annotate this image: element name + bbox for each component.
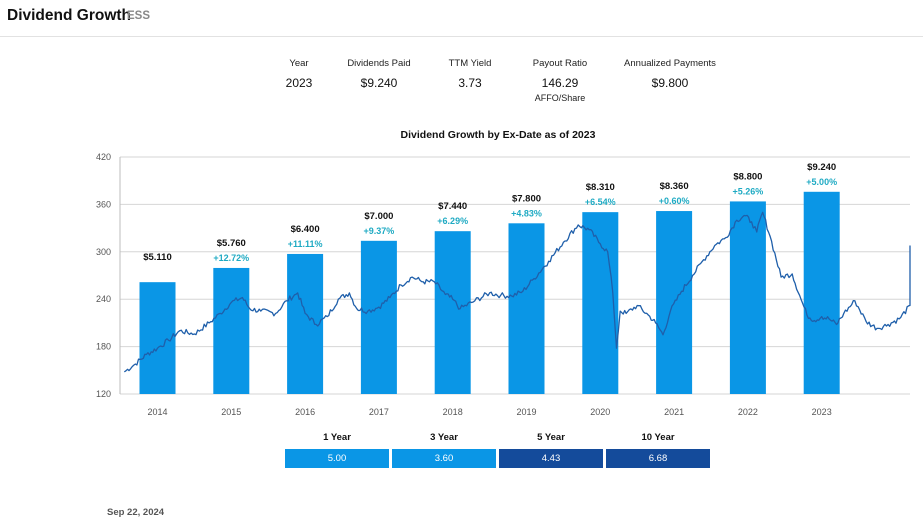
dividend-growth-chart: Dividend Growth by Ex-Date as of 2023 $5… xyxy=(96,129,911,417)
bar-growth-label-2019: +4.83% xyxy=(511,208,542,218)
bar-2019 xyxy=(508,223,545,394)
bar-growth-label-2016: +11.11% xyxy=(288,239,323,249)
stat-dividends-paid-label: Dividends Paid xyxy=(347,58,411,69)
bar-value-label-2014: $5.110 xyxy=(143,252,172,263)
cagr-label-10y: 10 Year xyxy=(641,432,675,443)
stat-ttm-yield-value: 3.73 xyxy=(458,76,482,90)
bar-2018 xyxy=(434,231,471,394)
bar-2015 xyxy=(213,267,250,394)
cagr-label-1y: 1 Year xyxy=(323,432,351,443)
x-tick-2022: 2022 xyxy=(738,407,758,417)
x-tick-2021: 2021 xyxy=(664,407,684,417)
stat-payout-ratio: Payout Ratio 146.29 AFFO/Share xyxy=(515,58,605,103)
bar-growth-label-2020: +6.54% xyxy=(585,197,616,207)
stat-year-label: Year xyxy=(289,58,309,69)
x-tick-2015: 2015 xyxy=(221,407,241,417)
bar-value-label-2023: $9.240 xyxy=(807,162,836,173)
cagr-label-5y: 5 Year xyxy=(537,432,565,443)
page-title: Dividend Growth xyxy=(7,7,131,24)
bar-2014 xyxy=(139,282,176,394)
x-tick-2014: 2014 xyxy=(147,407,167,417)
x-tick-2017: 2017 xyxy=(369,407,389,417)
stat-annualized-payments-value: $9.800 xyxy=(651,76,689,90)
stat-dividends-paid-value: $9.240 xyxy=(360,76,398,90)
stat-ttm-yield-label: TTM Yield xyxy=(448,58,492,69)
stat-year-value: 2023 xyxy=(285,76,313,90)
cagr-value-1y: 5.00 xyxy=(285,449,389,468)
bar-value-label-2015: $5.760 xyxy=(217,238,246,249)
y-tick-360: 360 xyxy=(96,199,111,209)
cagr-label-3y: 3 Year xyxy=(430,432,458,443)
bar-2017 xyxy=(360,240,397,394)
cagr-value-3y: 3.60 xyxy=(392,449,496,468)
stat-annualized-payments-label: Annualized Payments xyxy=(624,58,716,69)
page-header: Dividend Growth ESS xyxy=(0,0,923,37)
ticker-symbol: ESS xyxy=(127,10,151,22)
stat-payout-ratio-value: 146.29 xyxy=(541,76,579,90)
bar-growth-label-2023: +5.00% xyxy=(806,177,837,187)
bar-growth-label-2017: +9.37% xyxy=(364,226,395,236)
stat-annualized-payments: Annualized Payments $9.800 xyxy=(614,58,726,90)
y-tick-180: 180 xyxy=(96,342,111,352)
chart-title: Dividend Growth by Ex-Date as of 2023 xyxy=(401,129,596,141)
stat-ttm-yield: TTM Yield 3.73 xyxy=(432,58,508,90)
bar-value-label-2021: $8.360 xyxy=(660,181,689,192)
bar-growth-label-2022: +5.26% xyxy=(733,186,764,196)
bar-2016 xyxy=(287,253,324,394)
stat-dividends-paid: Dividends Paid $9.240 xyxy=(334,58,424,90)
x-tick-2023: 2023 xyxy=(812,407,832,417)
cagr-value-5y: 4.43 xyxy=(499,449,603,468)
bar-2022 xyxy=(729,201,766,394)
dividend-bars xyxy=(139,191,840,394)
bar-2020 xyxy=(582,212,619,394)
bar-2023 xyxy=(803,191,840,394)
bar-value-label-2019: $7.800 xyxy=(512,193,541,204)
stat-payout-ratio-label: Payout Ratio xyxy=(532,58,588,69)
chart-axes: 120 180 240 300 360 420 2014 2015 2016 2017 2018 20… xyxy=(96,152,832,417)
y-tick-240: 240 xyxy=(96,294,111,304)
bar-value-label-2018: $7.440 xyxy=(438,201,467,212)
x-tick-2018: 2018 xyxy=(443,407,463,417)
bar-value-label-2016: $6.400 xyxy=(291,224,320,235)
x-tick-2019: 2019 xyxy=(516,407,536,417)
bar-growth-label-2018: +6.29% xyxy=(437,216,468,226)
as-of-date: Sep 22, 2024 xyxy=(107,507,165,518)
bar-labels: $5.110 $5.760 +12.72% $6.400 +11.11% $7.000 +9… xyxy=(143,162,837,263)
y-tick-120: 120 xyxy=(96,389,111,399)
stat-year: Year 2023 xyxy=(271,58,327,90)
x-tick-2020: 2020 xyxy=(590,407,610,417)
y-tick-420: 420 xyxy=(96,152,111,162)
bar-growth-label-2021: +0.60% xyxy=(659,196,690,206)
stat-payout-ratio-basis: AFFO/Share xyxy=(534,93,586,103)
price-line xyxy=(123,211,911,373)
bar-value-label-2020: $8.310 xyxy=(586,182,615,193)
y-tick-300: 300 xyxy=(96,247,111,257)
x-tick-2016: 2016 xyxy=(295,407,315,417)
bar-value-label-2017: $7.000 xyxy=(364,211,393,222)
cagr-value-10y: 6.68 xyxy=(606,449,710,468)
bar-value-label-2022: $8.800 xyxy=(733,171,762,182)
bar-growth-label-2015: +12.72% xyxy=(213,253,249,263)
